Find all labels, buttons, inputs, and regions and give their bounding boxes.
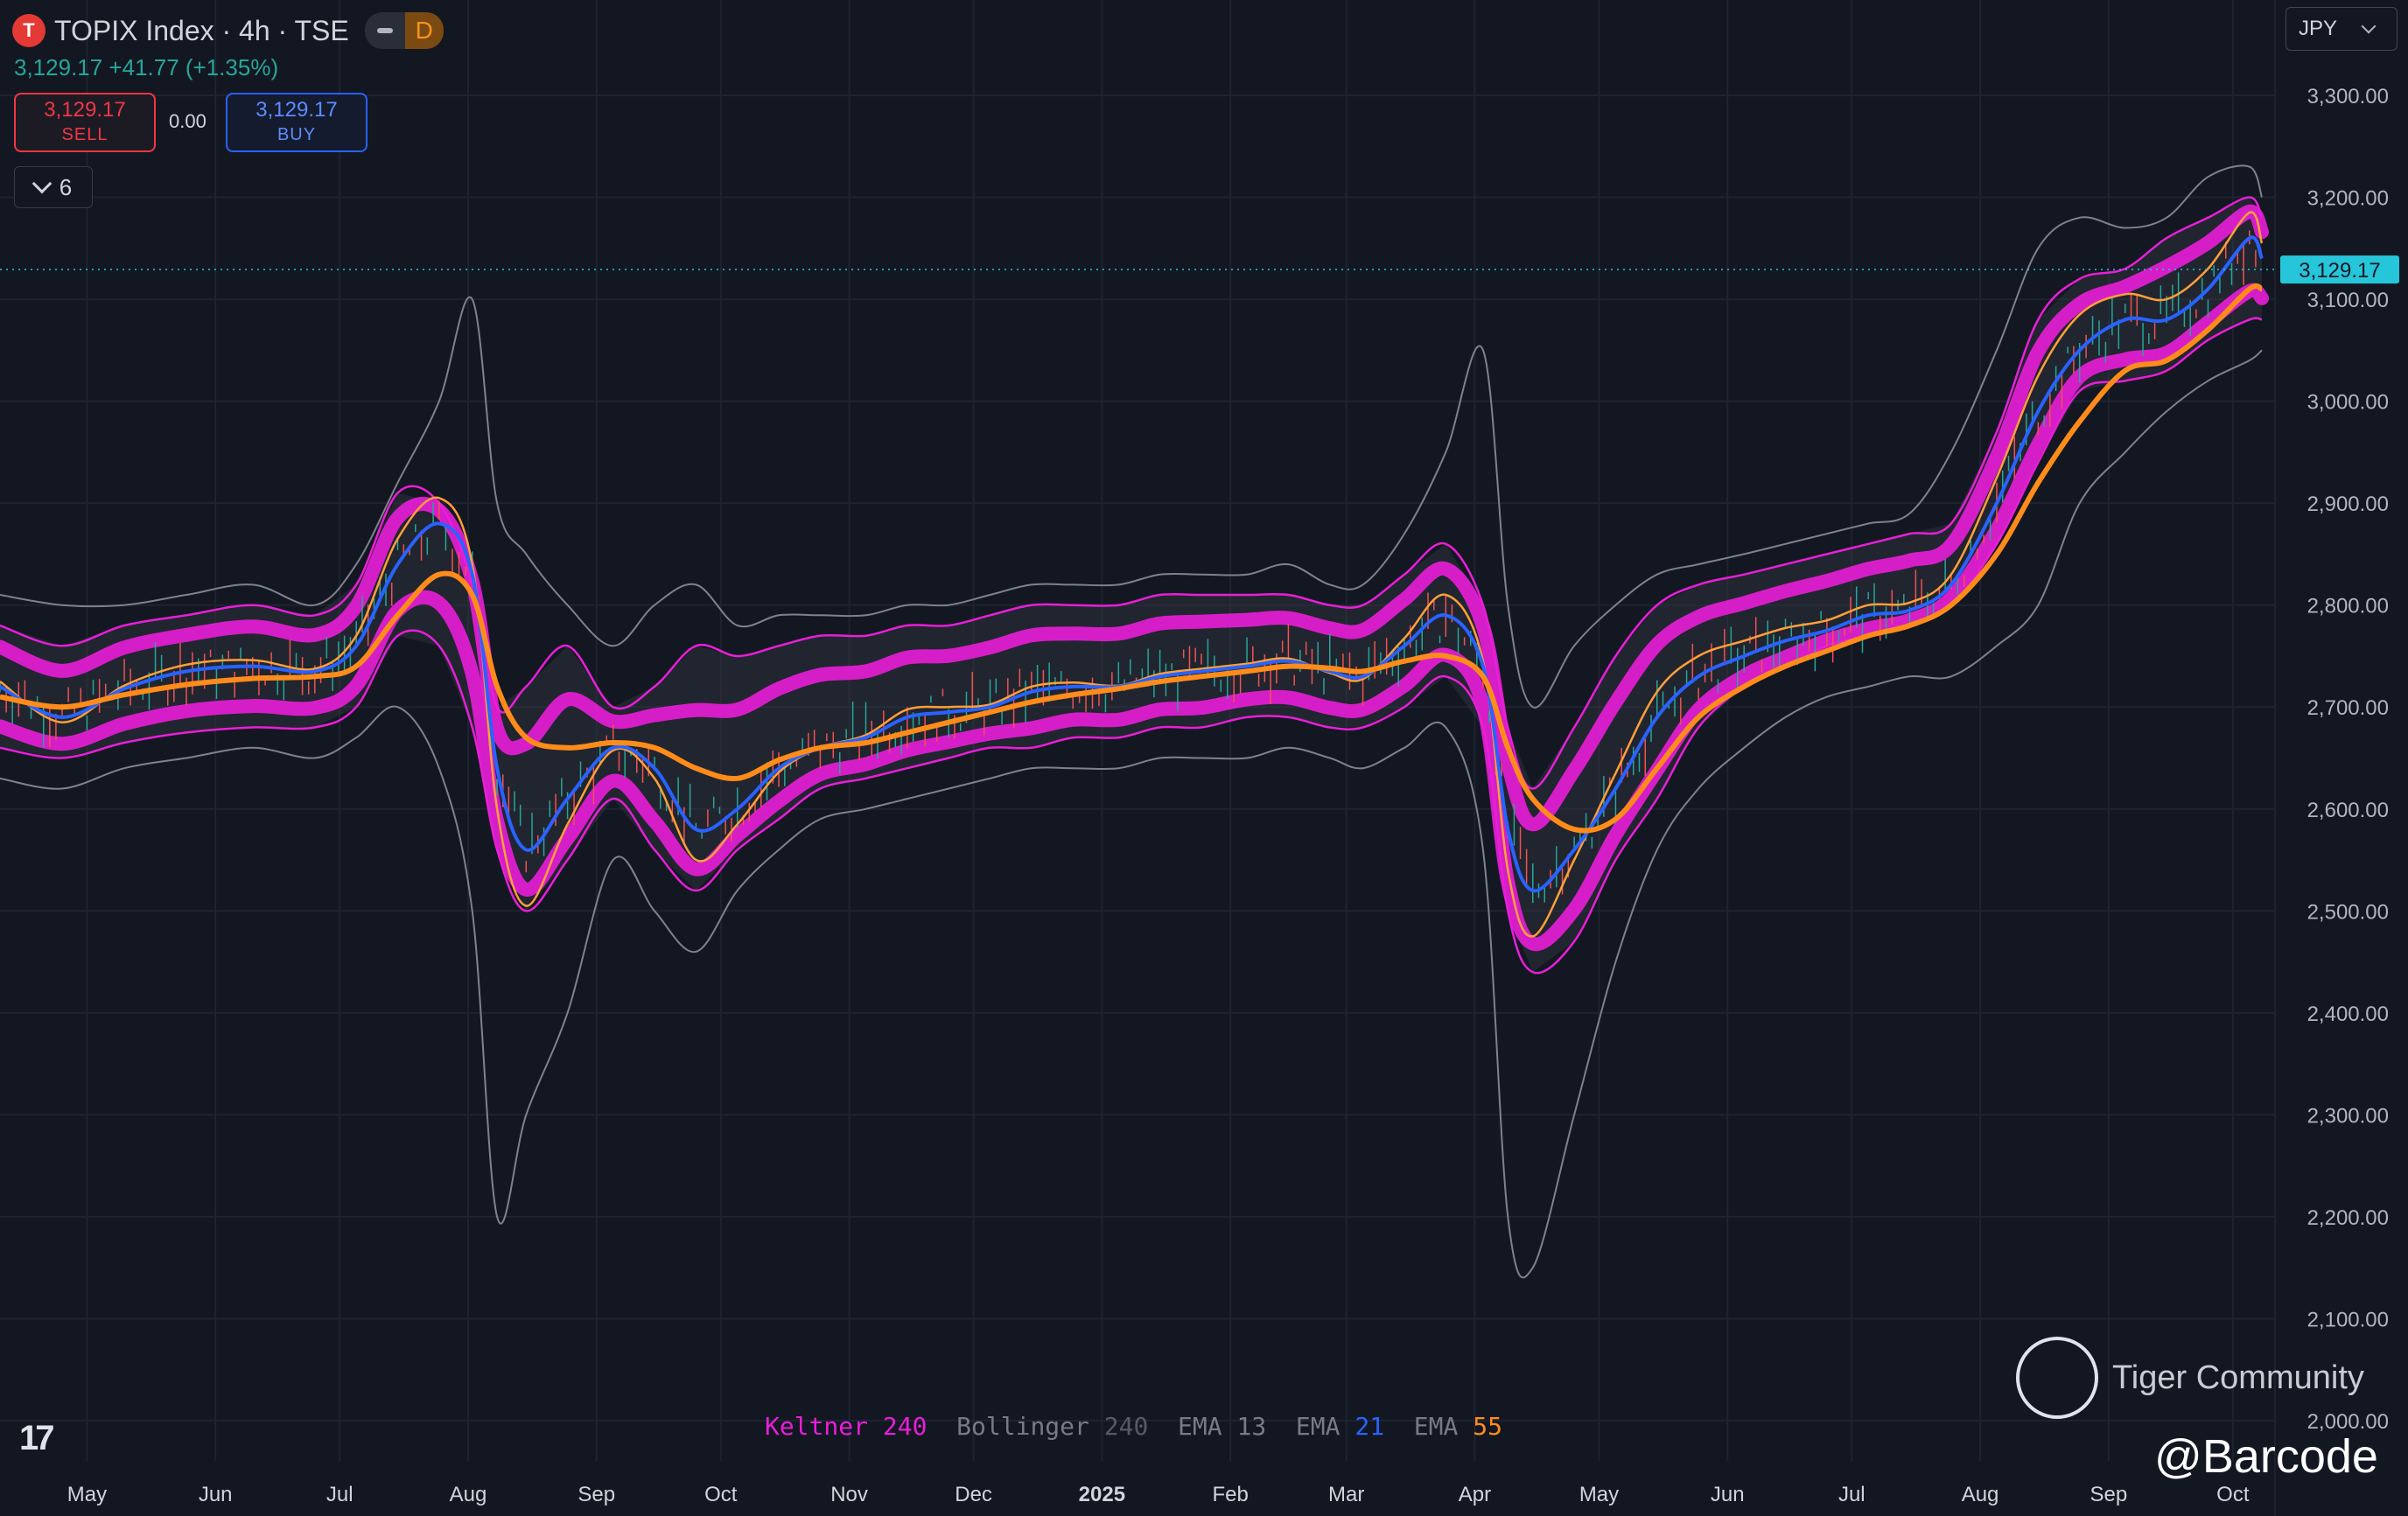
legend-label-4[interactable]: EMA — [1413, 1412, 1474, 1441]
buy-button[interactable]: 3,129.17 BUY — [226, 93, 368, 152]
spread-value: 0.00 — [169, 110, 206, 132]
x-tick-3: Aug — [450, 1483, 487, 1506]
tiger-brand-text: Tiger Community — [2112, 1359, 2364, 1396]
tradingview-logo-icon[interactable]: 17 — [19, 1419, 54, 1457]
tiger-logo-icon — [2016, 1337, 2098, 1419]
y-tick-12: 3,200.00 — [2307, 187, 2389, 211]
legend-value-0: 240 — [882, 1412, 957, 1441]
y-tick-4: 2,400.00 — [2307, 1003, 2389, 1026]
sell-price: 3,129.17 — [44, 98, 126, 122]
x-tick-13: Jun — [1711, 1483, 1745, 1506]
x-tick-6: Nov — [830, 1483, 868, 1506]
session-toggle[interactable]: D — [364, 12, 444, 49]
symbol-header[interactable]: T TOPIX Index · 4h · TSE D — [12, 12, 444, 49]
x-tick-17: Oct — [2216, 1483, 2250, 1506]
last-price-label: 3,129.17 — [2299, 259, 2380, 283]
y-tick-1: 2,100.00 — [2307, 1308, 2389, 1331]
symbol-title[interactable]: TOPIX Index · 4h · TSE — [54, 14, 349, 46]
keltner-lower-inner — [0, 283, 2269, 952]
buy-price: 3,129.17 — [256, 98, 338, 122]
indicator-lines — [0, 211, 2264, 938]
time-axis[interactable]: May Jun Jul Aug Sep Oct Nov Dec 2025 Feb Mar Apr May… — [67, 1483, 2250, 1506]
x-tick-11: Apr — [1459, 1483, 1491, 1506]
y-tick-13: 3,300.00 — [2307, 85, 2389, 108]
quote-change: 3,129.17 +41.77 (+1.35%) — [14, 54, 279, 80]
y-tick-7: 2,700.00 — [2307, 696, 2389, 720]
chart-grid — [0, 0, 2276, 1516]
ema21-line — [0, 235, 2264, 893]
buy-label: BUY — [276, 125, 317, 144]
y-tick-9: 2,900.00 — [2307, 493, 2389, 516]
x-tick-12: May — [1579, 1483, 1619, 1506]
chevron-down-icon — [32, 173, 52, 194]
bollinger-upper-line — [0, 164, 2263, 709]
minus-icon[interactable] — [364, 12, 405, 49]
bollinger-lower-line — [0, 349, 2263, 1279]
tiger-watermark: Tiger Community — [2016, 1337, 2364, 1419]
ema13-line — [0, 211, 2264, 938]
y-tick-5: 2,500.00 — [2307, 900, 2389, 924]
legend-value-1: 240 — [1103, 1412, 1179, 1441]
y-tick-2: 2,200.00 — [2307, 1206, 2389, 1230]
indicator-count: 6 — [59, 173, 73, 200]
sell-label: SELL — [61, 125, 108, 144]
y-tick-11: 3,100.00 — [2307, 289, 2389, 312]
x-tick-8: 2025 — [1079, 1483, 1125, 1506]
x-tick-5: Oct — [704, 1483, 738, 1506]
indicators-toggle-button[interactable]: 6 — [14, 166, 93, 208]
x-tick-1: Jun — [199, 1483, 233, 1506]
legend-label-2[interactable]: EMA — [1178, 1412, 1237, 1441]
legend-value-2: 13 — [1236, 1412, 1296, 1441]
sell-button[interactable]: 3,129.17 SELL — [14, 93, 156, 152]
y-tick-6: 2,600.00 — [2307, 799, 2389, 822]
daily-badge[interactable]: D — [404, 12, 444, 49]
x-tick-2: Jul — [326, 1483, 354, 1506]
chevron-down-icon — [2361, 18, 2376, 34]
price-axis[interactable]: 2,000.00 2,100.00 2,200.00 2,300.00 2,400.00… — [2280, 85, 2399, 1434]
keltner-fill — [0, 197, 2262, 973]
currency-value: JPY — [2299, 17, 2338, 40]
ema55-line — [0, 283, 2264, 834]
x-tick-9: Feb — [1212, 1483, 1248, 1506]
legend-label-0[interactable]: Keltner — [765, 1412, 883, 1441]
y-tick-3: 2,300.00 — [2307, 1104, 2389, 1128]
y-tick-10: 3,000.00 — [2307, 391, 2389, 415]
legend-label-1[interactable]: Bollinger — [956, 1412, 1104, 1441]
x-tick-14: Jul — [1838, 1483, 1866, 1506]
y-tick-0: 2,000.00 — [2307, 1410, 2389, 1434]
x-tick-15: Aug — [1962, 1483, 1999, 1506]
indicator-legend[interactable]: Keltner 240 Bollinger 240 EMA 13 EMA 21 … — [765, 1412, 1502, 1441]
keltner-upper-inner — [0, 204, 2269, 832]
x-tick-0: May — [67, 1483, 107, 1506]
x-tick-10: Mar — [1328, 1483, 1364, 1506]
legend-value-4: 55 — [1473, 1412, 1502, 1441]
legend-value-3: 21 — [1354, 1412, 1414, 1441]
legend-label-3[interactable]: EMA — [1295, 1412, 1355, 1441]
x-tick-4: Sep — [578, 1483, 615, 1506]
symbol-logo-icon: T — [12, 14, 46, 47]
last-price-tag — [2280, 255, 2399, 284]
author-handle: @Barcode — [2154, 1430, 2378, 1483]
currency-select[interactable]: JPY — [2286, 7, 2398, 51]
y-tick-8: 2,800.00 — [2307, 595, 2389, 618]
x-tick-16: Sep — [2090, 1483, 2127, 1506]
x-tick-7: Dec — [955, 1483, 992, 1506]
